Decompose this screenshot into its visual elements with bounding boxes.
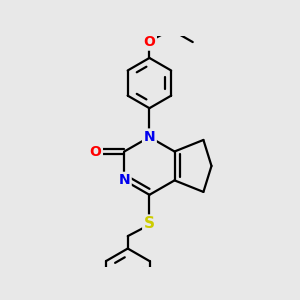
Text: N: N <box>144 130 155 144</box>
Text: S: S <box>144 216 155 231</box>
Text: O: O <box>143 35 155 49</box>
Text: O: O <box>89 145 101 158</box>
Text: N: N <box>118 173 130 188</box>
